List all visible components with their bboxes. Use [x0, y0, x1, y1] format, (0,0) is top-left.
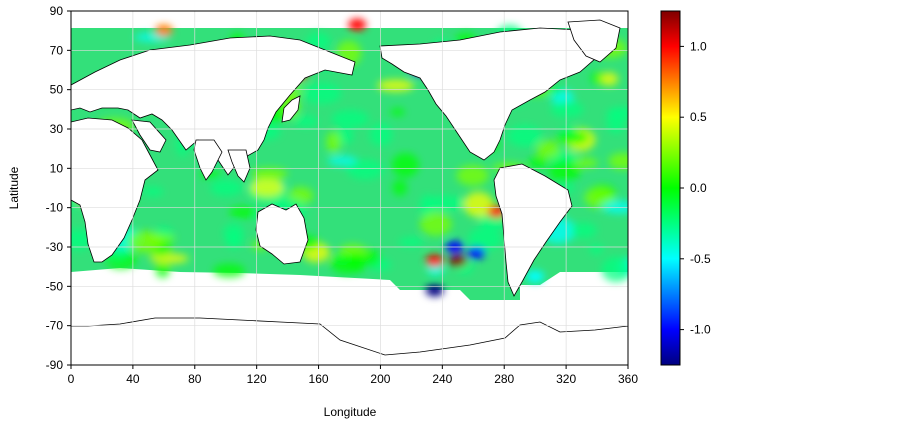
anomaly-feature	[348, 18, 367, 31]
land-japan	[281, 95, 301, 123]
x-tick-label: 280	[494, 372, 514, 386]
x-tick-label: 360	[618, 372, 638, 386]
x-tick-label: 200	[370, 372, 390, 386]
colorbar-tick-label: 0.0	[690, 181, 707, 195]
y-tick-label: -10	[46, 201, 64, 215]
land-greenland	[567, 19, 621, 63]
y-tick-label: -90	[46, 358, 64, 372]
y-tick-label: -30	[46, 240, 64, 254]
y-tick-label: 10	[50, 161, 64, 175]
anomaly-feature	[467, 246, 486, 259]
x-tick-label: 160	[309, 372, 329, 386]
land-north-america	[379, 27, 601, 161]
y-tick-label: 70	[50, 43, 64, 57]
y-axis-label: Latitude	[7, 166, 21, 209]
land-arabia	[131, 119, 167, 153]
colorbar-tick-label: -1.0	[690, 323, 711, 337]
x-tick-label: 240	[432, 372, 452, 386]
anomaly-feature	[526, 270, 545, 283]
anomaly-feature	[425, 284, 444, 297]
land-masses	[71, 19, 628, 365]
grid-lines	[71, 11, 628, 365]
y-tick-label: -70	[46, 319, 64, 333]
x-axis-label: Longitude	[324, 405, 377, 419]
y-tick-label: -50	[46, 279, 64, 293]
y-tick-label: 50	[50, 83, 64, 97]
colorbar-tick-label: 0.5	[690, 110, 707, 124]
y-tick-label: 90	[50, 4, 64, 18]
x-tick-label: 320	[556, 372, 576, 386]
y-axis: 90 70 50 30 10 -10 -30 -50 -70 -90	[46, 4, 71, 372]
anomaly-feature	[154, 24, 173, 37]
x-tick-label: 80	[188, 372, 202, 386]
anomaly-feature	[448, 254, 467, 267]
colorbar: 1.0 0.5 0.0 -0.5 -1.0	[660, 10, 711, 366]
land-indochina	[227, 149, 251, 183]
x-axis: 0 40 80 120 160 200 240 280 320 360	[68, 365, 638, 386]
x-tick-label: 40	[126, 372, 140, 386]
x-tick-label: 0	[68, 372, 75, 386]
colorbar-tick-label: 1.0	[690, 39, 707, 53]
anomaly-feature	[425, 254, 444, 267]
y-tick-label: 30	[50, 122, 64, 136]
plot-frame	[70, 10, 629, 366]
colorbar-gradient	[660, 10, 681, 366]
x-tick-label: 120	[247, 372, 267, 386]
land-antarctica	[71, 317, 628, 365]
colorbar-tick-label: -0.5	[690, 252, 711, 266]
land-australia	[255, 203, 309, 265]
land-africa	[71, 117, 159, 263]
